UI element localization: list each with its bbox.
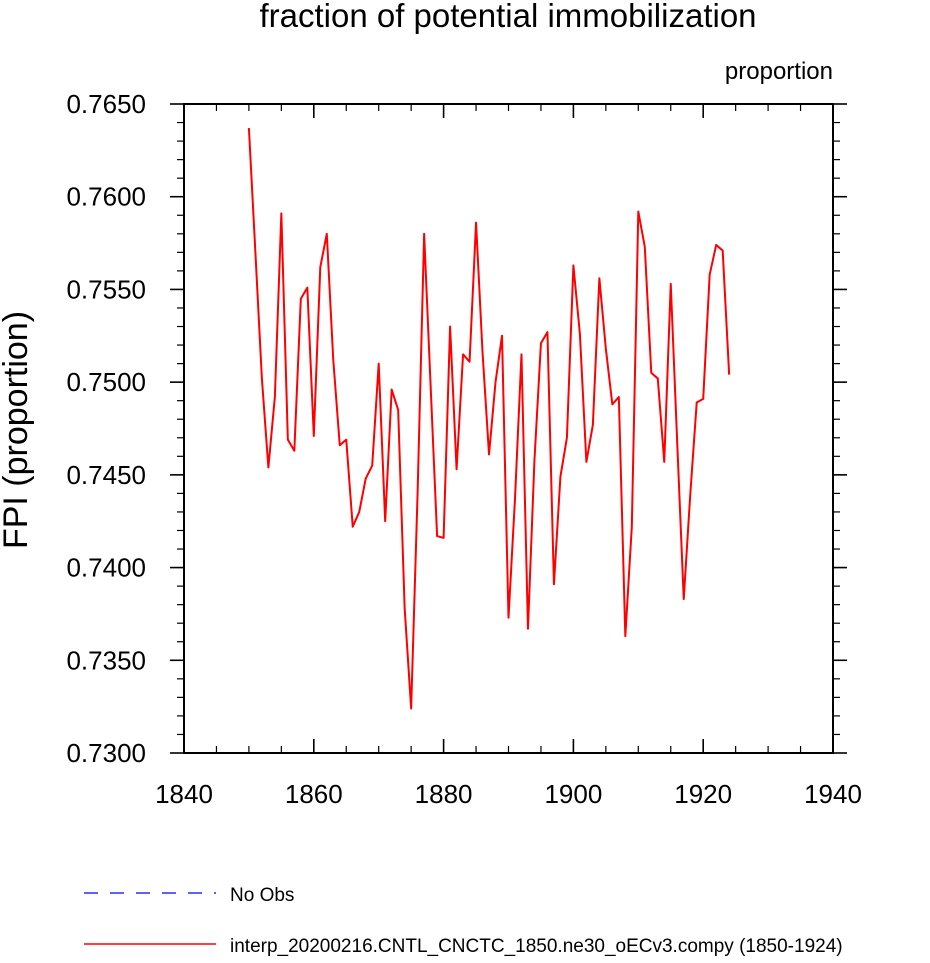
legend-label-model: interp_20200216.CNTL_CNCTC_1850.ne30_oEC…: [230, 936, 843, 957]
y-tick-label: 0.7550: [66, 274, 146, 304]
x-tick-label: 1860: [285, 779, 343, 809]
chart-title: fraction of potential immobilization: [259, 0, 756, 34]
series-line-0: [247, 128, 731, 710]
y-tick-label: 0.7500: [66, 367, 146, 397]
axis-tick-labels: 1840 1860 1880 1900 1920 1940 0.7300 0.7350 0.74…: [66, 89, 861, 809]
y-tick-label: 0.7400: [66, 553, 146, 583]
y-tick-label: 0.7350: [66, 645, 146, 675]
y-tick-label: 0.7650: [66, 89, 146, 119]
x-tick-label: 1920: [674, 779, 732, 809]
units-label: proportion: [725, 58, 833, 85]
x-tick-label: 1880: [415, 779, 473, 809]
legend: No Obs interp_20200216.CNTL_CNCTC_1850.n…: [84, 885, 843, 957]
x-tick-label: 1840: [155, 779, 213, 809]
plot-frame: [183, 103, 834, 754]
y-tick-label: 0.7600: [66, 182, 146, 212]
y-tick-label: 0.7450: [66, 460, 146, 490]
x-tick-label: 1900: [544, 779, 602, 809]
legend-label-no-obs: No Obs: [230, 885, 294, 906]
x-tick-label: 1940: [804, 779, 862, 809]
y-axis-label: FPI (proportion): [0, 311, 35, 549]
y-tick-label: 0.7300: [66, 738, 146, 768]
series-layer: [247, 128, 731, 710]
